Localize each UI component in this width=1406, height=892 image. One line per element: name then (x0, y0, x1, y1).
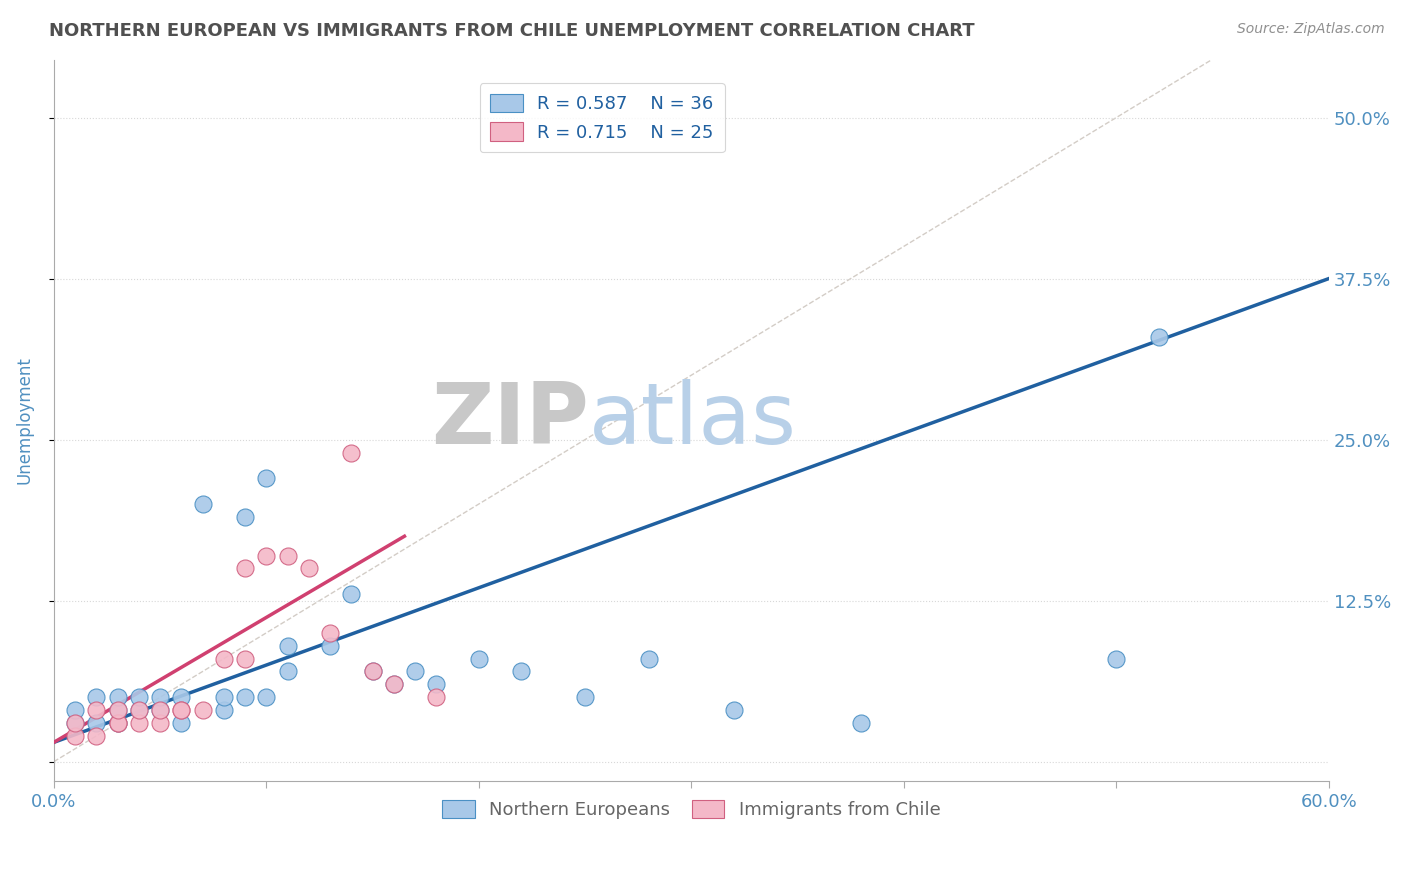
Point (170, 703, 193, 717)
Point (212, 690, 235, 705)
Point (233, 690, 256, 705)
Point (404, 665, 426, 679)
Point (468, 651, 491, 665)
Point (191, 497, 214, 511)
Point (382, 677, 405, 691)
Point (277, 639, 299, 653)
Point (233, 651, 256, 665)
Point (63, 716, 86, 731)
Point (149, 703, 172, 717)
Text: ZIP: ZIP (432, 379, 589, 462)
Point (425, 690, 447, 705)
Point (107, 703, 129, 717)
Point (86, 729, 108, 743)
Point (128, 703, 150, 717)
Point (170, 716, 193, 731)
Point (170, 690, 193, 705)
Point (107, 716, 129, 731)
Point (382, 677, 405, 691)
Point (107, 716, 129, 731)
Point (298, 561, 321, 575)
Point (319, 639, 342, 653)
Point (86, 716, 108, 731)
Y-axis label: Unemployment: Unemployment (15, 357, 32, 484)
Point (723, 703, 745, 717)
Point (254, 471, 277, 485)
Point (361, 665, 384, 679)
Point (425, 677, 447, 691)
Point (233, 561, 256, 575)
Point (107, 690, 129, 705)
Point (170, 703, 193, 717)
Point (63, 703, 86, 717)
Point (233, 509, 256, 524)
Point (254, 690, 277, 705)
Point (212, 651, 235, 665)
Point (851, 716, 873, 731)
Point (254, 549, 277, 563)
Point (191, 703, 214, 717)
Point (319, 625, 342, 640)
Point (1147, 329, 1170, 343)
Point (212, 703, 235, 717)
Point (63, 716, 86, 731)
Point (128, 716, 150, 731)
Point (149, 716, 172, 731)
Point (510, 665, 533, 679)
Text: NORTHERN EUROPEAN VS IMMIGRANTS FROM CHILE UNEMPLOYMENT CORRELATION CHART: NORTHERN EUROPEAN VS IMMIGRANTS FROM CHI… (49, 22, 974, 40)
Point (86, 703, 108, 717)
Point (107, 716, 129, 731)
Text: atlas: atlas (589, 379, 797, 462)
Point (63, 729, 86, 743)
Point (107, 703, 129, 717)
Point (128, 690, 150, 705)
Legend: Northern Europeans, Immigrants from Chile: Northern Europeans, Immigrants from Chil… (434, 792, 948, 826)
Point (637, 651, 659, 665)
Point (86, 690, 108, 705)
Text: Source: ZipAtlas.com: Source: ZipAtlas.com (1237, 22, 1385, 37)
Point (574, 690, 596, 705)
Point (277, 665, 299, 679)
Point (340, 587, 363, 601)
Point (277, 549, 299, 563)
Point (1105, 651, 1128, 665)
Point (361, 665, 384, 679)
Point (128, 703, 150, 717)
Point (340, 445, 363, 459)
Point (149, 703, 172, 717)
Point (149, 690, 172, 705)
